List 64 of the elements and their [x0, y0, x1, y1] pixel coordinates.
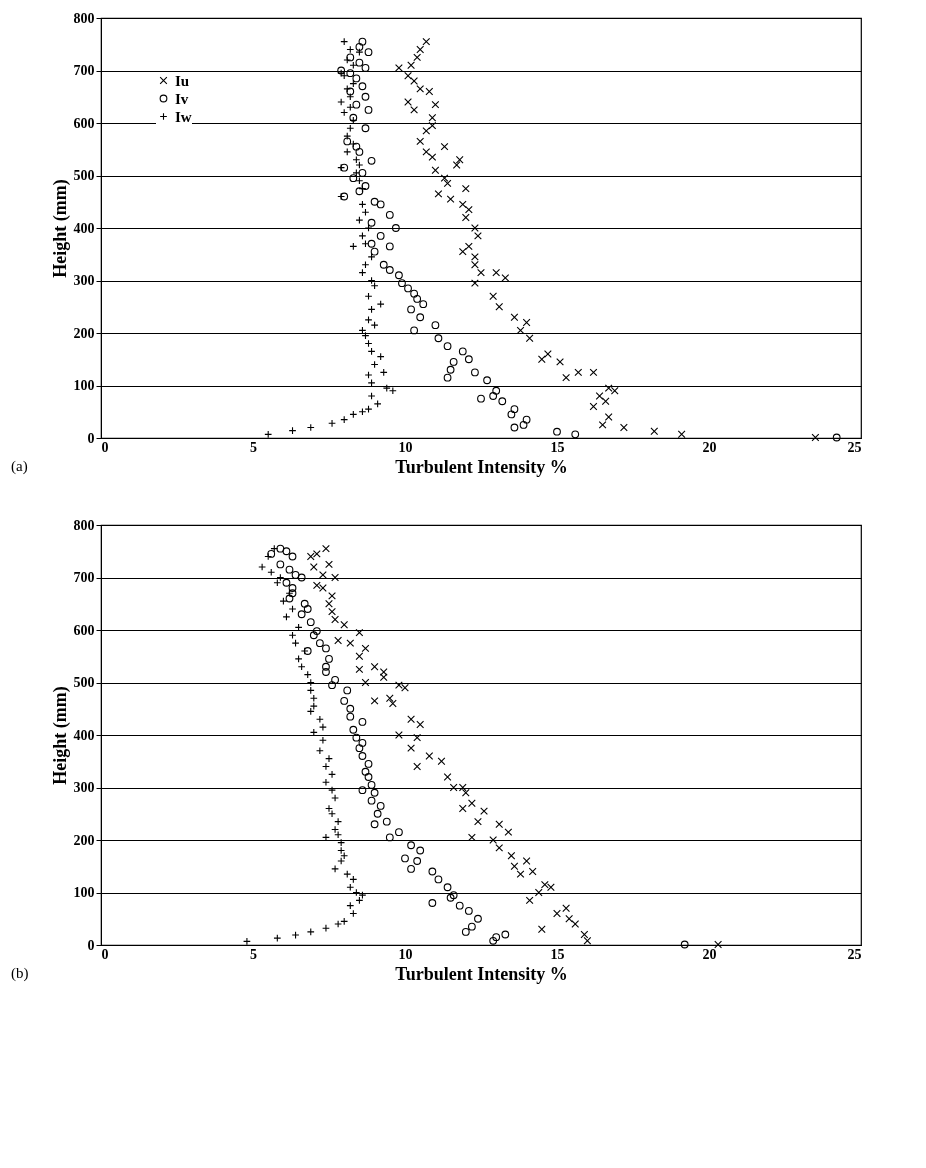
y-tick-label: 400: [73, 220, 95, 236]
legend-label: Iv: [175, 90, 189, 107]
point: [322, 778, 330, 787]
point: [334, 920, 343, 928]
y-axis-title: Height (mm): [49, 686, 71, 785]
x-tick-label: 5: [250, 439, 257, 455]
y-tick-label: 700: [73, 570, 95, 585]
legend-label: Iw: [175, 108, 192, 125]
point: [291, 639, 300, 648]
point: [334, 817, 343, 826]
legend-label: Iu: [175, 72, 190, 89]
point: [306, 927, 315, 936]
point: [325, 754, 333, 763]
point: [322, 924, 330, 933]
point: [319, 736, 327, 745]
point: [309, 702, 318, 711]
y-tick-label: 800: [73, 517, 95, 533]
point: [315, 715, 324, 724]
y-tick-label: 200: [73, 325, 95, 341]
point: [337, 857, 346, 865]
y-tick-label: 100: [73, 885, 95, 900]
x-tick-label: 15: [550, 439, 565, 455]
y-tick-label: 700: [73, 63, 95, 78]
x-tick-label: 5: [250, 946, 257, 962]
point: [328, 770, 336, 779]
y-tick-label: 100: [73, 378, 95, 393]
point: [331, 794, 339, 802]
x-axis-title: Turbulent Intensity %: [395, 456, 568, 477]
point: [294, 654, 303, 663]
y-tick-label: 800: [73, 10, 95, 26]
point: [291, 931, 300, 939]
point: [331, 864, 339, 873]
y-tick-label: 400: [73, 727, 95, 743]
x-tick-label: 15: [550, 946, 565, 962]
x-tick-label: 20: [702, 946, 717, 962]
point: [288, 605, 297, 613]
y-tick-label: 300: [73, 273, 95, 288]
y-axis-title: Height (mm): [49, 179, 71, 278]
y-tick-label: 500: [73, 168, 95, 183]
y-tick-label: 200: [73, 832, 95, 848]
y-tick-label: 600: [73, 115, 95, 131]
point: [243, 937, 251, 946]
x-tick-label: 0: [101, 946, 109, 962]
y-tick-label: 300: [73, 780, 95, 795]
x-tick-label: 25: [847, 946, 862, 962]
text: (b): [11, 965, 29, 982]
point: [282, 612, 291, 621]
x-tick-label: 20: [702, 439, 717, 455]
x-tick-label: 10: [398, 439, 413, 455]
x-tick-label: 0: [101, 439, 109, 455]
x-axis-title: Turbulent Intensity %: [395, 963, 568, 984]
x-tick-label: 10: [398, 946, 413, 962]
point: [319, 723, 327, 732]
point: [315, 746, 324, 755]
point: [343, 870, 352, 879]
y-tick-label: 600: [73, 622, 95, 638]
x-tick-label: 25: [847, 439, 862, 455]
point: [279, 597, 288, 606]
point: [300, 647, 309, 655]
point: [328, 786, 336, 795]
point: [258, 563, 267, 571]
point: [322, 762, 330, 771]
text: (a): [11, 458, 28, 475]
y-tick-label: 500: [73, 675, 95, 690]
